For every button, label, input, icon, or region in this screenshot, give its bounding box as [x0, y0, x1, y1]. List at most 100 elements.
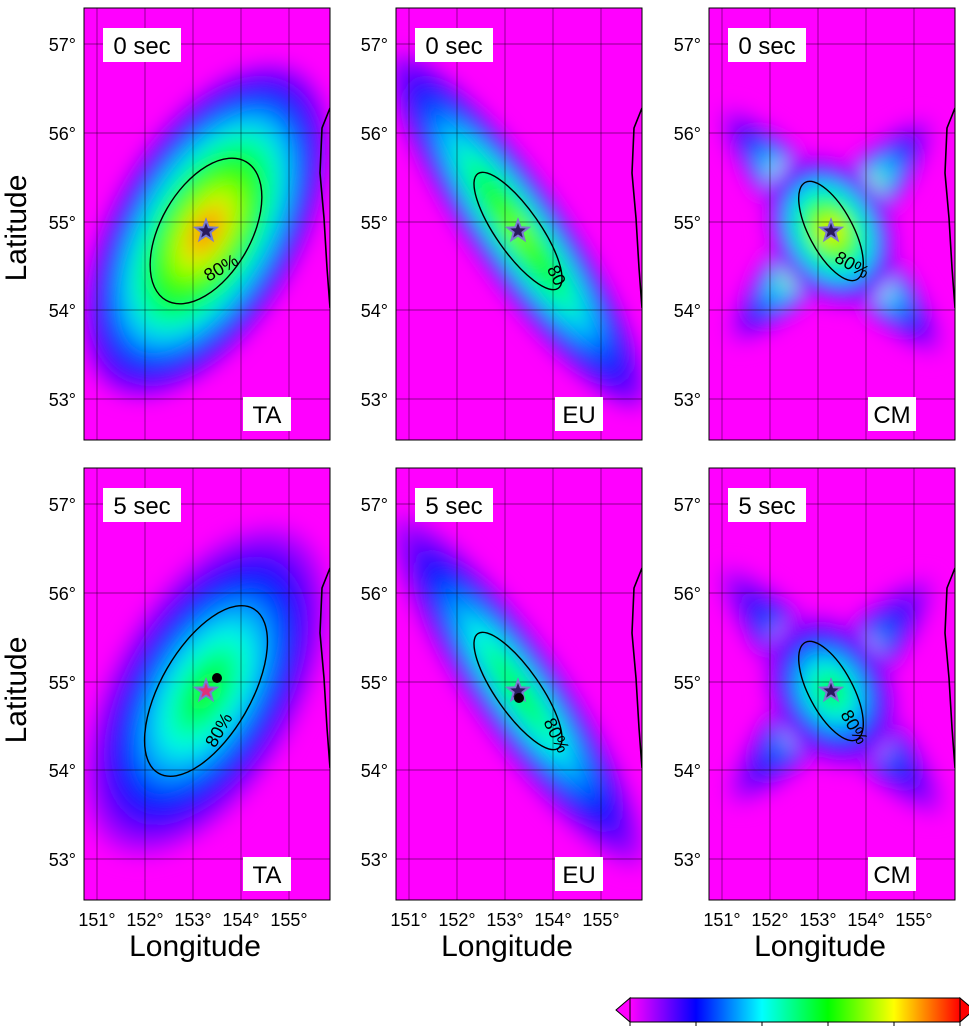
panel-frame — [83, 7, 331, 441]
lon-tick-label: 155° — [895, 910, 932, 930]
graticule — [396, 468, 642, 900]
panel-frame — [395, 467, 643, 901]
colorbar-max-arrow — [959, 996, 969, 1024]
panel-frame — [83, 467, 331, 901]
time-label: 5 sec — [415, 488, 493, 522]
lat-tick-label: 55° — [674, 213, 701, 233]
coastline — [944, 567, 955, 769]
contour-80 — [143, 605, 269, 777]
coastline — [944, 107, 955, 309]
lon-tick-label: 151° — [390, 910, 427, 930]
lon-tick-label: 154° — [222, 910, 259, 930]
lat-tick-label: 54° — [361, 301, 388, 321]
lat-tick-label: 53° — [361, 850, 388, 870]
lat-tick-label: 53° — [49, 850, 76, 870]
lon-tick-label: 152° — [751, 910, 788, 930]
contour-80 — [149, 157, 263, 305]
lat-tick-label: 55° — [361, 213, 388, 233]
estimated-location-dot — [514, 693, 524, 703]
lat-tick-label: 56° — [49, 584, 76, 604]
svg-text:EU: EU — [562, 862, 595, 889]
lat-tick-label: 56° — [361, 584, 388, 604]
lat-tick-label: 54° — [361, 761, 388, 781]
lon-tick-label: 153° — [486, 910, 523, 930]
lat-tick-label: 57° — [361, 495, 388, 515]
lat-tick-label: 53° — [674, 850, 701, 870]
time-label: 0 sec — [103, 28, 181, 62]
lat-tick-label: 55° — [49, 213, 76, 233]
graticule — [709, 468, 955, 900]
network-label: EU — [555, 857, 603, 891]
lat-tick-label: 55° — [674, 673, 701, 693]
lat-tick-label: 57° — [49, 35, 76, 55]
lat-tick-label: 56° — [674, 124, 701, 144]
svg-text:5 sec: 5 sec — [113, 493, 170, 520]
x-axis-title: Longitude — [441, 930, 573, 963]
lat-tick-label: 57° — [49, 495, 76, 515]
epicenter-star-icon — [817, 217, 845, 243]
epicenter-star-icon — [192, 677, 220, 703]
lon-tick-label: 154° — [534, 910, 571, 930]
lon-tick-label: 152° — [126, 910, 163, 930]
svg-text:0 sec: 0 sec — [113, 33, 170, 60]
x-axis-title: Longitude — [754, 930, 886, 963]
colorbar-ramp — [629, 997, 961, 1023]
contour-80 — [473, 631, 563, 751]
colorbar-min-arrow — [615, 996, 631, 1024]
network-label: TA — [243, 397, 291, 431]
lat-tick-label: 55° — [361, 673, 388, 693]
lat-tick-label: 53° — [674, 390, 701, 410]
lon-tick-label: 151° — [78, 910, 115, 930]
lon-tick-label: 155° — [582, 910, 619, 930]
lon-tick-label: 154° — [847, 910, 884, 930]
svg-text:EU: EU — [562, 402, 595, 429]
network-label: TA — [243, 857, 291, 891]
coastline — [631, 107, 642, 309]
epicenter-star-icon — [817, 677, 845, 703]
time-label: 0 sec — [415, 28, 493, 62]
contour-80 — [473, 171, 563, 291]
network-label: EU — [555, 397, 603, 431]
lat-tick-label: 54° — [49, 761, 76, 781]
lat-tick-label: 55° — [49, 673, 76, 693]
lat-tick-label: 57° — [674, 35, 701, 55]
epicenter-star-icon — [504, 217, 532, 243]
coastline — [319, 567, 330, 769]
svg-text:CM: CM — [873, 402, 910, 429]
svg-text:CM: CM — [873, 862, 910, 889]
time-label: 5 sec — [103, 488, 181, 522]
coastline — [631, 567, 642, 769]
lat-tick-label: 54° — [49, 301, 76, 321]
svg-text:TA: TA — [253, 402, 282, 429]
lon-tick-label: 155° — [270, 910, 307, 930]
graticule — [84, 468, 330, 900]
y-axis-title: Latitude — [0, 637, 33, 744]
svg-text:0 sec: 0 sec — [738, 33, 795, 60]
y-axis-title: Latitude — [0, 175, 33, 282]
lat-tick-label: 53° — [361, 390, 388, 410]
lat-tick-label: 56° — [361, 124, 388, 144]
lon-tick-label: 151° — [703, 910, 740, 930]
axis-labels: Latitude Latitude Longitude Longitude Longit… — [0, 175, 886, 963]
svg-text:TA: TA — [253, 862, 282, 889]
time-label: 5 sec — [728, 488, 806, 522]
panel-frame — [708, 467, 956, 901]
colorbar — [615, 996, 969, 1026]
network-label: CM — [868, 857, 916, 891]
lon-tick-label: 153° — [799, 910, 836, 930]
lat-tick-label: 54° — [674, 301, 701, 321]
coastline — [319, 107, 330, 309]
lat-tick-label: 56° — [49, 124, 76, 144]
lat-tick-label: 54° — [674, 761, 701, 781]
contour-80 — [797, 640, 865, 742]
panel-frame — [708, 7, 956, 441]
svg-text:5 sec: 5 sec — [425, 493, 482, 520]
